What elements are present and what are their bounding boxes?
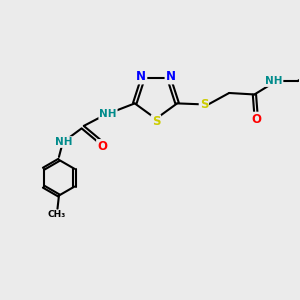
Text: NH: NH: [265, 76, 283, 86]
Text: CH₃: CH₃: [48, 210, 66, 219]
Text: NH: NH: [99, 109, 117, 119]
Text: N: N: [136, 70, 146, 83]
Text: S: S: [200, 98, 208, 111]
Text: NH: NH: [55, 137, 72, 147]
Text: S: S: [152, 115, 160, 128]
Text: O: O: [251, 112, 261, 126]
Text: O: O: [97, 140, 107, 153]
Text: N: N: [166, 70, 176, 83]
